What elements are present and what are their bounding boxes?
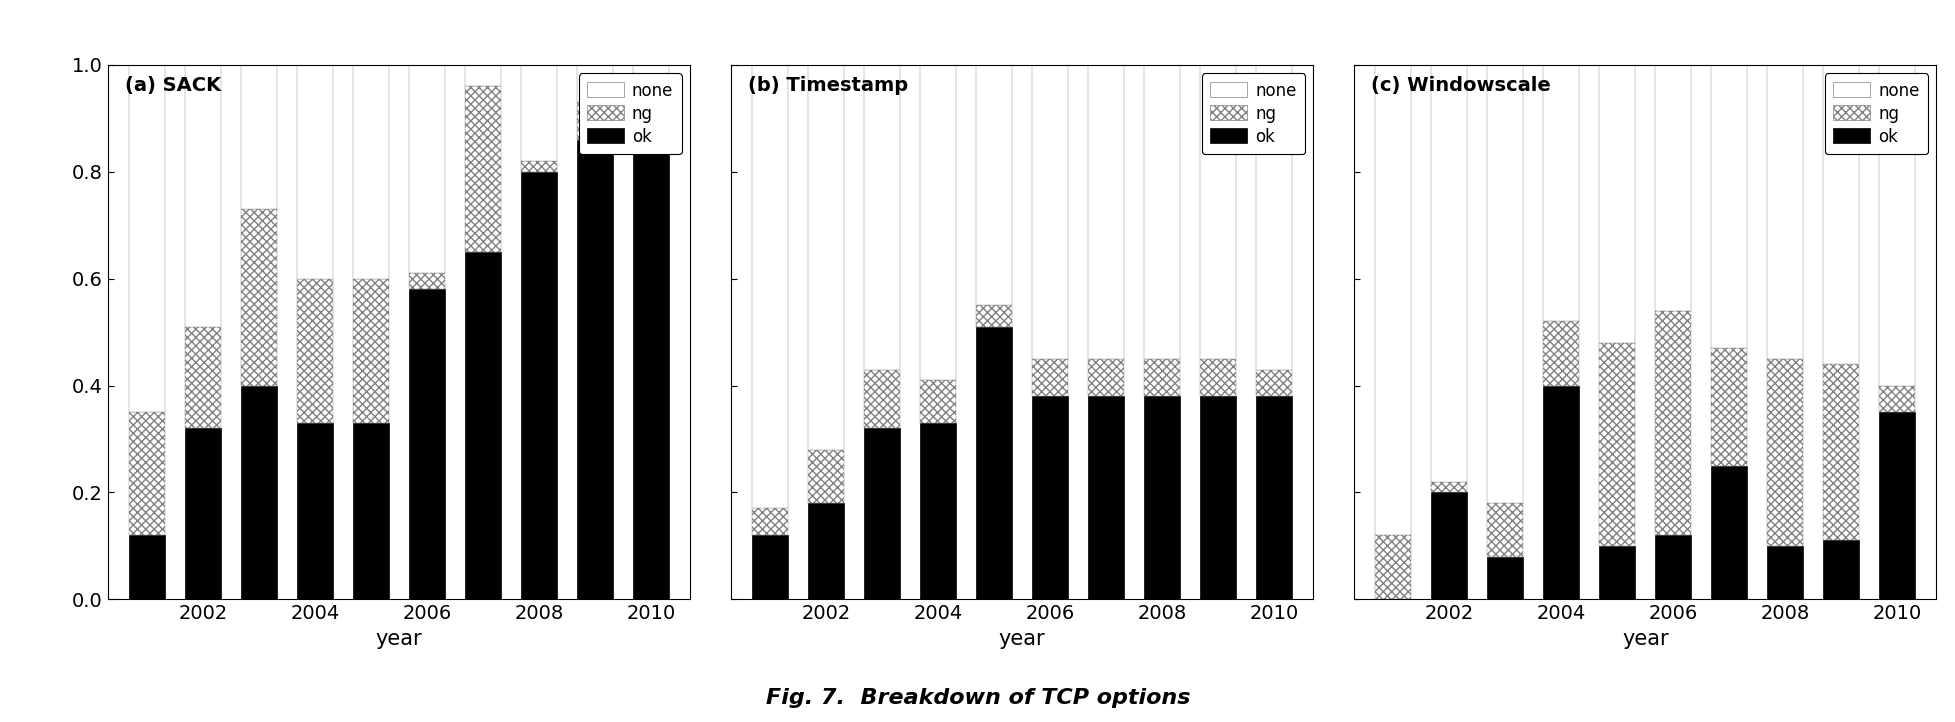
- Bar: [520, 161, 557, 172]
- Bar: [631, 65, 669, 92]
- Bar: [1144, 65, 1179, 359]
- Bar: [1654, 310, 1691, 535]
- Bar: [1198, 65, 1236, 359]
- Bar: [1486, 557, 1523, 599]
- Bar: [352, 279, 389, 423]
- Bar: [1879, 65, 1914, 386]
- Bar: [1032, 65, 1067, 359]
- Bar: [751, 65, 788, 508]
- Bar: [1431, 65, 1466, 482]
- Bar: [129, 412, 164, 535]
- Bar: [1032, 359, 1067, 396]
- Bar: [1087, 359, 1124, 396]
- Bar: [1542, 386, 1578, 599]
- X-axis label: year: year: [999, 629, 1044, 648]
- Bar: [1144, 359, 1179, 396]
- Bar: [1255, 396, 1292, 599]
- Bar: [520, 172, 557, 599]
- Bar: [1879, 386, 1914, 412]
- Text: (b) Timestamp: (b) Timestamp: [749, 76, 907, 95]
- Bar: [465, 87, 500, 252]
- Bar: [577, 140, 612, 599]
- Bar: [631, 118, 669, 599]
- Bar: [919, 380, 956, 423]
- Bar: [1431, 482, 1466, 492]
- Bar: [465, 65, 500, 87]
- Bar: [976, 327, 1011, 599]
- Bar: [184, 428, 221, 599]
- Bar: [1255, 65, 1292, 370]
- Bar: [1765, 65, 1803, 359]
- Bar: [1255, 370, 1292, 396]
- Bar: [1542, 321, 1578, 386]
- Bar: [1654, 535, 1691, 599]
- Bar: [352, 423, 389, 599]
- Bar: [577, 65, 612, 103]
- Bar: [297, 279, 332, 423]
- Bar: [1374, 535, 1412, 599]
- Bar: [1597, 65, 1634, 343]
- X-axis label: year: year: [375, 629, 422, 648]
- Bar: [129, 65, 164, 412]
- Bar: [409, 65, 446, 274]
- Bar: [751, 508, 788, 535]
- Legend: none, ng, ok: none, ng, ok: [1200, 74, 1304, 154]
- Bar: [631, 92, 669, 118]
- Bar: [919, 65, 956, 380]
- Bar: [1374, 65, 1412, 535]
- Text: (a) SACK: (a) SACK: [125, 76, 221, 95]
- Bar: [1822, 65, 1859, 364]
- Bar: [864, 370, 899, 428]
- Bar: [1822, 541, 1859, 599]
- Bar: [1879, 412, 1914, 599]
- Bar: [1144, 396, 1179, 599]
- Bar: [297, 423, 332, 599]
- Bar: [1087, 396, 1124, 599]
- Bar: [240, 209, 278, 386]
- Text: (c) Windowscale: (c) Windowscale: [1370, 76, 1550, 95]
- Bar: [520, 65, 557, 161]
- Bar: [976, 305, 1011, 327]
- Text: Fig. 7.  Breakdown of TCP options: Fig. 7. Breakdown of TCP options: [764, 688, 1191, 708]
- X-axis label: year: year: [1621, 629, 1668, 648]
- Bar: [409, 274, 446, 290]
- Bar: [1087, 65, 1124, 359]
- Legend: none, ng, ok: none, ng, ok: [1824, 74, 1928, 154]
- Bar: [1431, 492, 1466, 599]
- Bar: [1486, 503, 1523, 557]
- Bar: [864, 428, 899, 599]
- Bar: [976, 65, 1011, 305]
- Bar: [1032, 396, 1067, 599]
- Bar: [864, 65, 899, 370]
- Bar: [1542, 65, 1578, 321]
- Bar: [297, 65, 332, 279]
- Bar: [240, 386, 278, 599]
- Legend: none, ng, ok: none, ng, ok: [579, 74, 682, 154]
- Bar: [352, 65, 389, 279]
- Bar: [1711, 65, 1746, 348]
- Bar: [409, 290, 446, 599]
- Bar: [1198, 359, 1236, 396]
- Bar: [129, 535, 164, 599]
- Bar: [1486, 65, 1523, 503]
- Bar: [1711, 466, 1746, 599]
- Bar: [1654, 65, 1691, 310]
- Bar: [1711, 348, 1746, 466]
- Bar: [240, 65, 278, 209]
- Bar: [1765, 359, 1803, 546]
- Bar: [465, 252, 500, 599]
- Bar: [1822, 364, 1859, 541]
- Bar: [919, 423, 956, 599]
- Bar: [1198, 396, 1236, 599]
- Bar: [751, 535, 788, 599]
- Bar: [1597, 343, 1634, 546]
- Bar: [577, 103, 612, 140]
- Bar: [184, 327, 221, 428]
- Bar: [807, 503, 845, 599]
- Bar: [1765, 546, 1803, 599]
- Bar: [1597, 546, 1634, 599]
- Bar: [807, 450, 845, 503]
- Bar: [807, 65, 845, 450]
- Bar: [184, 65, 221, 327]
